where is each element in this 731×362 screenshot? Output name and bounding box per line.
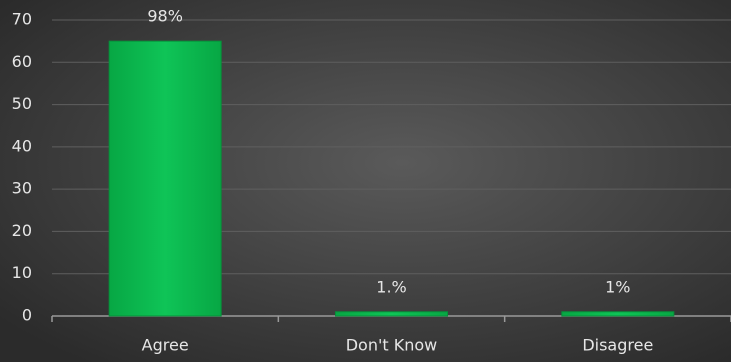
x-tick-label: Don't Know — [346, 336, 438, 355]
x-tick-label: Agree — [142, 336, 189, 355]
x-tick-label: Disagree — [582, 336, 653, 355]
y-tick-label: 50 — [12, 94, 32, 113]
y-tick-label: 20 — [12, 221, 32, 240]
bar — [335, 311, 448, 317]
y-tick-label: 10 — [12, 263, 32, 282]
bar — [561, 311, 675, 317]
y-tick-label: 60 — [12, 52, 32, 71]
y-tick-label: 30 — [12, 179, 32, 198]
y-tick-label: 40 — [12, 136, 32, 155]
y-tick-label: 0 — [22, 306, 32, 325]
data-label: 98% — [147, 7, 183, 26]
data-label: 1% — [605, 277, 630, 296]
data-label: 1.% — [376, 277, 406, 296]
bar — [108, 40, 222, 317]
y-tick-label: 70 — [12, 10, 32, 29]
